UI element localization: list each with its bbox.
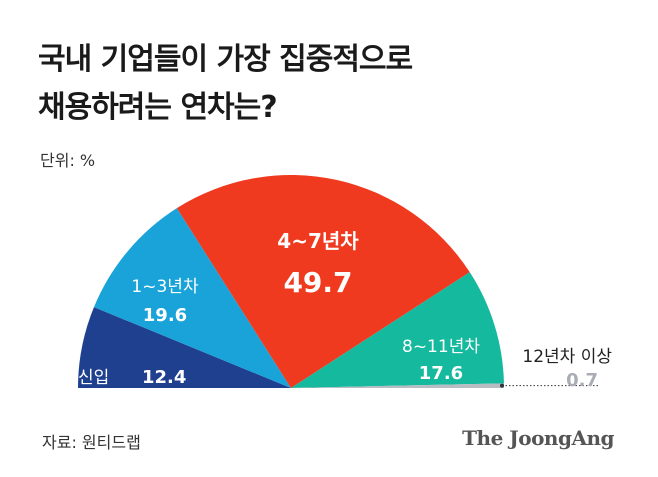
chart-title-line-2: 채용하려는 연차는? (38, 90, 278, 125)
value-label-12-plus-years: 0.7 (566, 370, 598, 391)
labels-group: 신입 12.4 1~3년차 19.6 4~7년차 49.7 8~11년차 17.6 12년차 이… (78, 229, 612, 391)
category-label-8-11-years: 8~11년차 (402, 337, 480, 357)
value-label-1-3-years: 19.6 (143, 305, 187, 326)
chart-title-line-1: 국내 기업들이 가장 집중적으로 (38, 42, 413, 77)
category-label-12-plus-years: 12년차 이상 (522, 347, 612, 367)
slice-entry (78, 307, 291, 388)
slice-8-11-years (291, 272, 504, 388)
source-label: 자료: 원티드랩 (42, 433, 141, 452)
category-label-1-3-years: 1~3년차 (131, 277, 199, 297)
category-label-entry: 신입 (78, 368, 109, 388)
slice-1-3-years (93, 208, 291, 388)
category-label-4-7-years: 4~7년차 (277, 229, 359, 253)
slice-12-plus-years (291, 383, 504, 388)
leader-dot-12-plus-years (499, 383, 504, 388)
slice-4-7-years (176, 175, 470, 388)
value-label-8-11-years: 17.6 (419, 363, 463, 384)
value-label-entry: 12.4 (142, 367, 186, 388)
value-label-4-7-years: 49.7 (283, 266, 352, 299)
unit-label: 단위: % (40, 151, 96, 170)
brand-logo: The JoongAng (462, 426, 614, 450)
chart-title: 국내 기업들이 가장 집중적으로 채용하려는 연차는? (38, 36, 413, 132)
slices-group (78, 175, 504, 388)
